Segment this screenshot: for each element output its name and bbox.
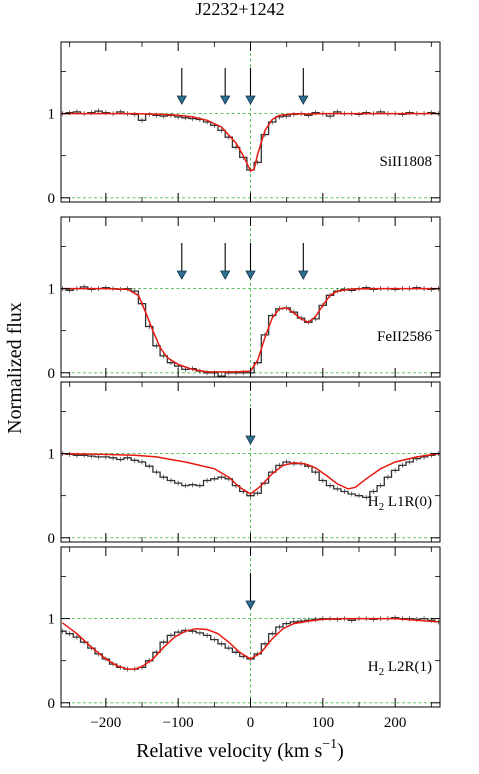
model-fit-line (61, 617, 439, 670)
panel-4: 0 1 −200 −100 0 100 200 H2 L2R(1) (48, 546, 441, 731)
component-arrow-head (245, 270, 256, 280)
transition-label: H2 L1R(0) (368, 494, 432, 513)
y-tick-label: 1 (48, 447, 56, 463)
component-arrow-head (298, 95, 309, 105)
panel-2: 0 1 FeII2586 (48, 216, 441, 382)
x-tick-label: 200 (384, 715, 407, 731)
data-step-line (61, 452, 440, 499)
y-tick-label: 0 (48, 191, 56, 207)
x-tick-label: 100 (312, 715, 335, 731)
component-arrow-head (245, 95, 256, 105)
y-tick-label: 0 (48, 696, 56, 712)
component-arrow-head (245, 435, 256, 445)
x-axis-label-exponent: −1 (322, 737, 337, 752)
component-arrow-head (220, 270, 231, 280)
component-arrow-head (298, 270, 309, 280)
figure-title: J2232+1242 (195, 0, 284, 19)
y-tick-label: 1 (48, 612, 56, 628)
model-fit-line (62, 287, 439, 373)
x-axis-label-main: Relative velocity (km s (136, 740, 322, 762)
model-fit-line (62, 452, 439, 495)
y-tick-label: 0 (48, 366, 56, 382)
x-tick-label: −200 (90, 715, 121, 731)
x-axis-label-close: ) (337, 740, 344, 762)
y-axis-label: Normalized flux (4, 302, 26, 434)
transition-label: SiII1808 (380, 154, 433, 170)
transition-label: H2 L2R(1) (368, 659, 432, 678)
panel-1: 0 1 SiII1808 (48, 41, 441, 207)
model-fit-line (62, 112, 439, 172)
x-tick-label: −100 (163, 715, 194, 731)
x-tick-label: 0 (247, 715, 255, 731)
y-tick-label: 1 (48, 107, 56, 123)
panels: 0 1 SiII1808 0 1 FeII2586 0 1 H2 L1R(0) 0 1 −200 −10… (48, 41, 441, 731)
component-arrow-head (176, 270, 187, 280)
y-tick-label: 0 (48, 531, 56, 547)
component-arrow-head (176, 95, 187, 105)
y-tick-label: 1 (48, 282, 56, 298)
x-axis-label: Relative velocity (km s−1) (136, 737, 344, 762)
panel-3: 0 1 H2 L1R(0) (48, 381, 441, 547)
transition-label: FeII2586 (377, 329, 432, 345)
component-arrow-head (245, 600, 256, 610)
component-arrow-head (220, 95, 231, 105)
